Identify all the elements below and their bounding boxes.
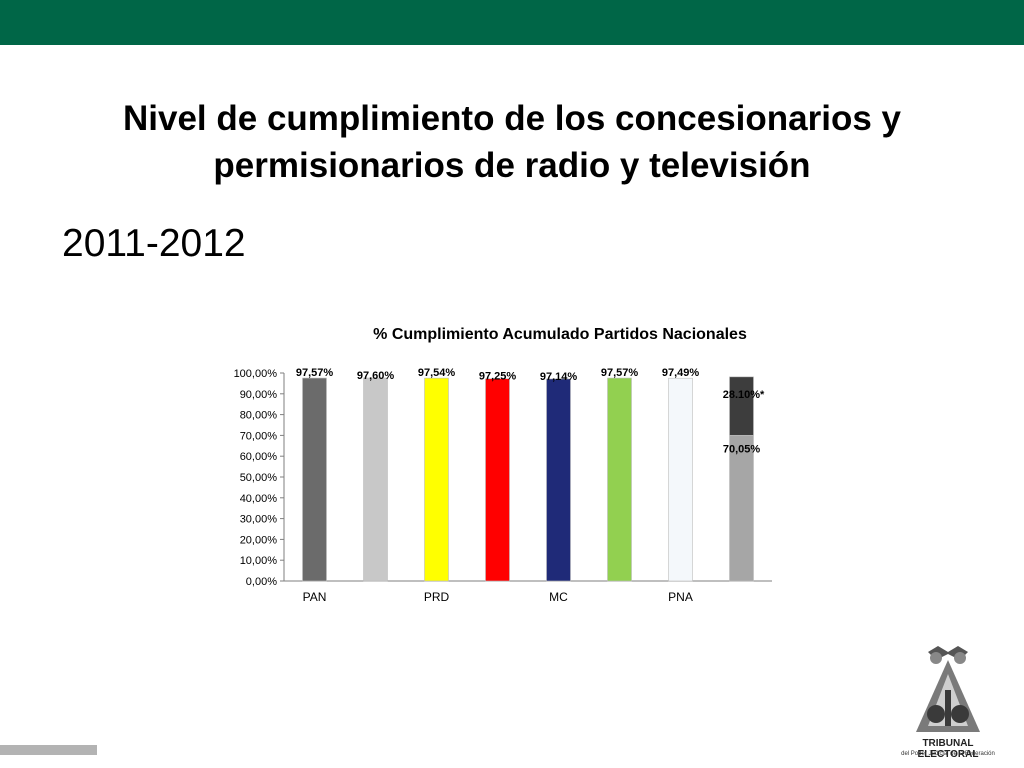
bottom-bar bbox=[0, 745, 97, 755]
y-tick-label: 20,00% bbox=[240, 534, 278, 546]
data-label: 70,05% bbox=[723, 443, 761, 455]
logo-text-line2: del Poder Judicial de la Federación bbox=[901, 751, 995, 757]
bar-party-2 bbox=[363, 377, 388, 582]
y-tick-label: 70,00% bbox=[240, 430, 278, 442]
y-tick-label: 80,00% bbox=[240, 410, 278, 422]
bar-party-6 bbox=[607, 377, 632, 582]
logo-text-line1: TRIBUNAL ELECTORAL bbox=[917, 738, 979, 760]
chart-title: % Cumplimiento Acumulado Partidos Nacion… bbox=[373, 326, 747, 343]
y-tick-label: 100,00% bbox=[234, 368, 278, 380]
category-labels: PAN PRD MC PNA bbox=[303, 590, 693, 604]
category-label: PRD bbox=[424, 590, 450, 604]
data-label: 97,60% bbox=[357, 370, 395, 382]
bar-party-8 bbox=[729, 434, 754, 582]
bar-mc bbox=[546, 378, 571, 582]
bar-pna bbox=[668, 377, 693, 582]
tribunal-electoral-logo-icon bbox=[898, 640, 998, 760]
bar-party-4 bbox=[485, 378, 510, 582]
y-tick-label: 50,00% bbox=[240, 472, 278, 484]
bar-prd bbox=[424, 377, 449, 582]
data-label: 97,54% bbox=[418, 367, 456, 379]
category-label: PNA bbox=[668, 590, 693, 604]
bar-pan bbox=[302, 377, 327, 582]
top-bar bbox=[0, 0, 1024, 45]
bars bbox=[302, 376, 754, 582]
data-label: 97,25% bbox=[479, 371, 517, 383]
slide-title: Nivel de cumplimiento de los concesionar… bbox=[123, 99, 901, 185]
y-tick-label: 30,00% bbox=[240, 514, 278, 526]
data-label: 97,14% bbox=[540, 371, 578, 383]
stack-data-label: 28.10%* bbox=[723, 389, 765, 401]
y-tick-label: 40,00% bbox=[240, 493, 278, 505]
bar-stack-top bbox=[729, 376, 754, 436]
data-label: 97,57% bbox=[296, 367, 334, 379]
data-label: 97,57% bbox=[601, 367, 639, 379]
data-label: 97,49% bbox=[662, 367, 700, 379]
slide-subtitle: 2011-2012 bbox=[62, 222, 246, 265]
y-tick-label: 0,00% bbox=[246, 576, 277, 588]
y-tick-label: 60,00% bbox=[240, 451, 278, 463]
y-tick-label: 90,00% bbox=[240, 389, 278, 401]
category-label: MC bbox=[549, 590, 568, 604]
data-labels: 97,57% 97,60% 97,54% 97,25% 97,14% 97,57% 97,4… bbox=[296, 367, 765, 455]
y-axis: 0,00% 10,00% 20,00% 30,00% 40,00% 50,00% 60,00… bbox=[234, 368, 772, 588]
y-tick-label: 10,00% bbox=[240, 555, 278, 567]
category-label: PAN bbox=[303, 590, 327, 604]
